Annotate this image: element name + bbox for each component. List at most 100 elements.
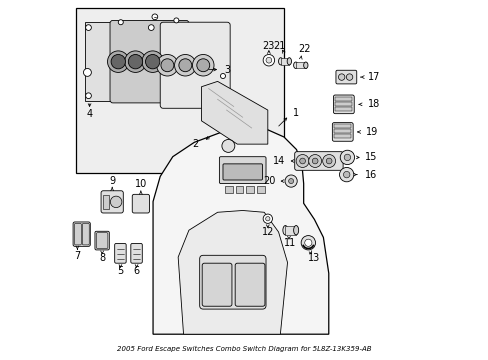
- FancyBboxPatch shape: [132, 194, 149, 213]
- Text: 19: 19: [365, 127, 377, 137]
- Circle shape: [107, 51, 129, 72]
- Ellipse shape: [293, 226, 298, 235]
- Ellipse shape: [303, 62, 307, 68]
- Circle shape: [192, 54, 214, 76]
- Text: 9: 9: [109, 176, 115, 186]
- FancyBboxPatch shape: [219, 157, 265, 184]
- Text: 18: 18: [367, 99, 379, 109]
- Text: 12: 12: [262, 227, 274, 237]
- Text: 1: 1: [293, 108, 299, 118]
- Circle shape: [222, 139, 234, 152]
- Circle shape: [344, 154, 350, 161]
- Text: 4: 4: [86, 109, 92, 120]
- Bar: [333, 125, 350, 129]
- Text: 11: 11: [284, 238, 296, 248]
- Text: 10: 10: [135, 179, 147, 189]
- Bar: [295, 62, 305, 68]
- FancyBboxPatch shape: [199, 255, 265, 309]
- Bar: [102, 195, 109, 209]
- Bar: [333, 130, 350, 134]
- Bar: [257, 186, 264, 193]
- Text: 21: 21: [273, 41, 285, 51]
- Circle shape: [124, 51, 146, 72]
- Bar: [85, 22, 156, 101]
- Bar: [235, 186, 243, 193]
- FancyBboxPatch shape: [202, 263, 231, 306]
- Text: 20: 20: [263, 176, 276, 186]
- Text: 23: 23: [262, 41, 275, 51]
- Circle shape: [288, 179, 293, 184]
- Circle shape: [308, 154, 321, 167]
- Bar: [246, 186, 254, 193]
- Circle shape: [325, 158, 331, 164]
- Bar: [76, 8, 284, 173]
- Text: 16: 16: [364, 170, 376, 180]
- Circle shape: [340, 150, 354, 165]
- Ellipse shape: [282, 226, 287, 235]
- FancyBboxPatch shape: [332, 123, 352, 141]
- FancyBboxPatch shape: [82, 224, 89, 245]
- Text: 8: 8: [99, 253, 105, 263]
- Text: 2005 Ford Escape Switches Combo Switch Diagram for 5L8Z-13K359-AB: 2005 Ford Escape Switches Combo Switch D…: [117, 346, 371, 352]
- Circle shape: [196, 59, 209, 72]
- Ellipse shape: [293, 62, 297, 68]
- Text: 13: 13: [307, 253, 320, 263]
- FancyBboxPatch shape: [101, 191, 123, 213]
- Circle shape: [296, 154, 308, 167]
- Circle shape: [111, 54, 125, 69]
- Text: 15: 15: [364, 152, 376, 162]
- Circle shape: [83, 68, 91, 76]
- Bar: [280, 58, 289, 65]
- Circle shape: [161, 59, 174, 72]
- FancyBboxPatch shape: [235, 263, 264, 306]
- Text: 5: 5: [117, 266, 123, 276]
- Circle shape: [156, 54, 178, 76]
- Text: 2: 2: [192, 139, 198, 149]
- FancyBboxPatch shape: [333, 95, 353, 114]
- Polygon shape: [153, 128, 328, 334]
- Text: 14: 14: [273, 156, 285, 166]
- Circle shape: [301, 235, 315, 250]
- Bar: [335, 107, 351, 111]
- Bar: [285, 226, 296, 235]
- FancyBboxPatch shape: [74, 224, 81, 245]
- Circle shape: [312, 158, 317, 164]
- Circle shape: [299, 158, 305, 164]
- Circle shape: [220, 73, 225, 78]
- Circle shape: [145, 54, 160, 69]
- Circle shape: [118, 20, 123, 25]
- Circle shape: [265, 217, 269, 221]
- Text: 22: 22: [298, 44, 310, 54]
- Bar: [335, 102, 351, 106]
- FancyBboxPatch shape: [223, 164, 262, 180]
- Circle shape: [263, 214, 272, 224]
- Polygon shape: [178, 211, 287, 334]
- FancyBboxPatch shape: [110, 21, 188, 103]
- Text: 17: 17: [367, 72, 380, 82]
- Circle shape: [174, 54, 196, 76]
- FancyBboxPatch shape: [96, 233, 108, 248]
- Circle shape: [343, 171, 349, 178]
- Polygon shape: [201, 81, 267, 144]
- Circle shape: [322, 154, 335, 167]
- FancyBboxPatch shape: [73, 222, 90, 246]
- Circle shape: [179, 59, 191, 72]
- FancyBboxPatch shape: [95, 231, 109, 250]
- Bar: [224, 186, 232, 193]
- Text: 6: 6: [133, 266, 140, 276]
- Ellipse shape: [286, 58, 291, 65]
- Circle shape: [85, 93, 91, 99]
- Bar: [333, 134, 350, 138]
- Circle shape: [265, 57, 271, 63]
- Circle shape: [128, 54, 142, 69]
- Circle shape: [174, 18, 179, 23]
- Circle shape: [177, 66, 182, 71]
- Circle shape: [85, 25, 91, 31]
- FancyBboxPatch shape: [131, 243, 142, 263]
- Circle shape: [304, 239, 311, 246]
- Text: 7: 7: [74, 251, 81, 261]
- FancyBboxPatch shape: [335, 70, 356, 84]
- Circle shape: [142, 51, 163, 72]
- Circle shape: [152, 14, 158, 20]
- Text: 3: 3: [224, 64, 230, 75]
